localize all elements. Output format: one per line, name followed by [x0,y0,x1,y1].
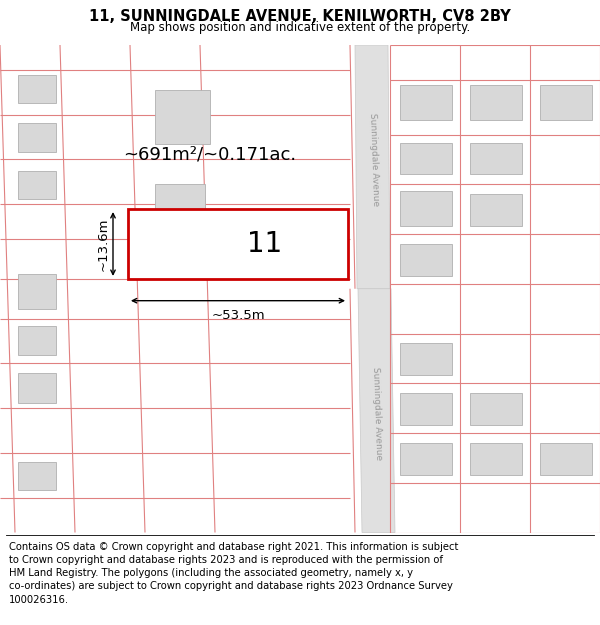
Polygon shape [470,393,522,425]
Polygon shape [18,122,56,152]
FancyBboxPatch shape [128,209,348,279]
Polygon shape [470,85,522,119]
Polygon shape [470,194,522,226]
Polygon shape [155,244,200,274]
Polygon shape [400,393,452,425]
Text: 11, SUNNINGDALE AVENUE, KENILWORTH, CV8 2BY: 11, SUNNINGDALE AVENUE, KENILWORTH, CV8 … [89,9,511,24]
Polygon shape [358,289,395,532]
Text: ~53.5m: ~53.5m [211,309,265,322]
Polygon shape [540,85,592,119]
Polygon shape [400,191,452,226]
Polygon shape [540,443,592,475]
Text: ~13.6m: ~13.6m [97,217,110,271]
Polygon shape [400,443,452,475]
Polygon shape [18,75,56,102]
Polygon shape [470,142,522,174]
Polygon shape [155,184,205,229]
Text: 11: 11 [247,230,282,258]
Polygon shape [18,171,56,199]
Polygon shape [18,274,56,309]
Text: Sunningdale Avenue: Sunningdale Avenue [371,366,383,460]
Text: ~691m²/~0.171ac.: ~691m²/~0.171ac. [123,146,296,164]
Polygon shape [155,90,210,144]
Polygon shape [355,45,390,289]
Polygon shape [18,462,56,490]
Polygon shape [18,373,56,403]
Polygon shape [400,344,452,375]
Polygon shape [400,244,452,276]
Polygon shape [18,326,56,356]
Polygon shape [470,443,522,475]
Polygon shape [400,85,452,119]
Text: Contains OS data © Crown copyright and database right 2021. This information is : Contains OS data © Crown copyright and d… [9,542,458,604]
Text: Map shows position and indicative extent of the property.: Map shows position and indicative extent… [130,21,470,34]
Text: Sunningdale Avenue: Sunningdale Avenue [368,112,380,206]
Polygon shape [400,142,452,174]
